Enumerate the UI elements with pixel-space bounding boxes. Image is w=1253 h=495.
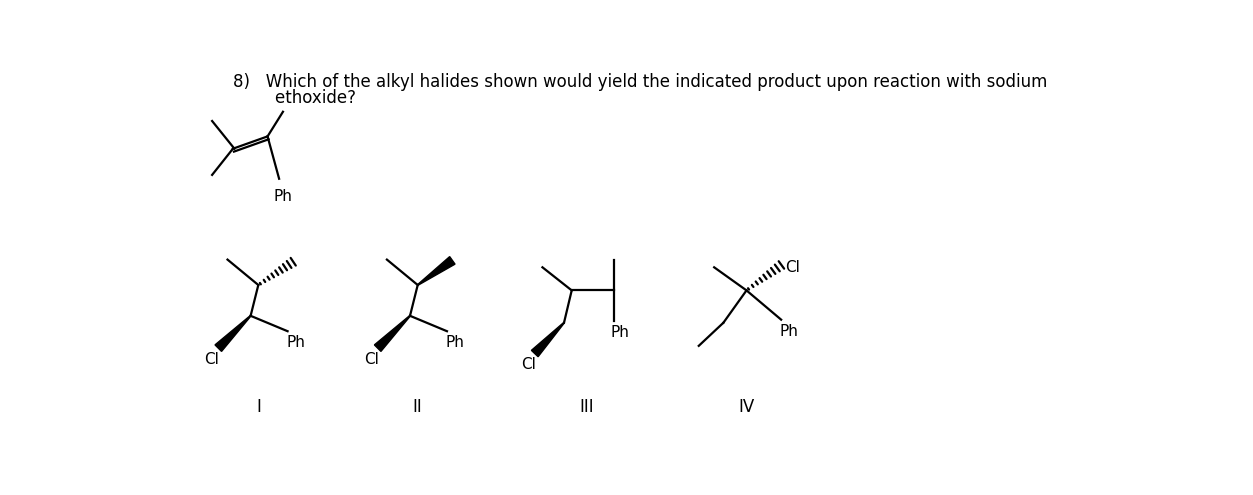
Polygon shape <box>417 256 455 285</box>
Text: IV: IV <box>738 398 754 416</box>
Text: Ph: Ph <box>286 335 304 350</box>
Text: Cl: Cl <box>784 259 799 275</box>
Text: Ph: Ph <box>273 189 293 204</box>
Polygon shape <box>216 315 251 351</box>
Text: ethoxide?: ethoxide? <box>233 89 356 106</box>
Text: Ph: Ph <box>610 325 629 340</box>
Polygon shape <box>375 315 410 351</box>
Text: II: II <box>412 398 422 416</box>
Text: I: I <box>256 398 261 416</box>
Text: 8)   Which of the alkyl halides shown would yield the indicated product upon rea: 8) Which of the alkyl halides shown woul… <box>233 73 1048 91</box>
Text: Cl: Cl <box>521 357 536 372</box>
Text: Cl: Cl <box>204 352 219 367</box>
Text: Ph: Ph <box>779 324 798 339</box>
Text: Ph: Ph <box>445 335 465 350</box>
Polygon shape <box>531 322 564 357</box>
Text: III: III <box>580 398 594 416</box>
Text: Cl: Cl <box>363 352 378 367</box>
